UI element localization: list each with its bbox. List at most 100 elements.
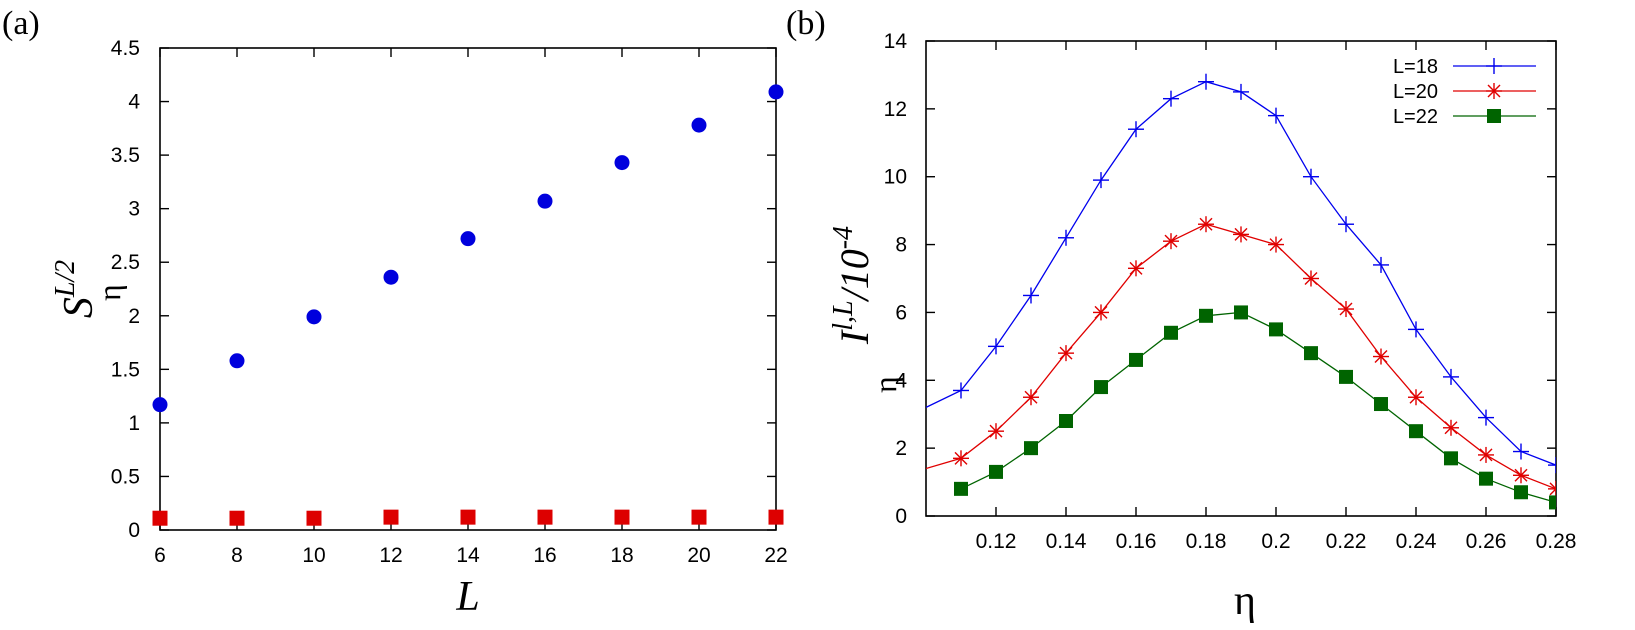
series-marker-l-22 <box>1514 485 1528 500</box>
panel-a-point-circle <box>306 309 322 325</box>
series-marker-l-18 <box>1338 216 1354 233</box>
panel-b-y-tick-label: 10 <box>884 166 907 189</box>
series-line-l-22 <box>960 311 1556 504</box>
panel-a-point-circle <box>460 231 476 247</box>
panel-b-y-label-subscript: η <box>867 376 903 393</box>
series-marker-l-22 <box>1059 414 1073 428</box>
panel-b-x-tick-label: 0.16 <box>1116 530 1157 553</box>
panel-b-x-tick-label: 0.18 <box>1186 530 1227 553</box>
svg-text:Il,L/10-4: Il,L/10-4 <box>828 226 877 345</box>
panel-b-legend: L=18 L=20 L=22 <box>1393 56 1536 128</box>
panel-a-point-square <box>614 509 630 525</box>
series-marker-l-20 <box>1548 480 1556 497</box>
series-marker-l-18 <box>1163 90 1179 107</box>
series-marker-l-20 <box>1093 304 1109 321</box>
panel-b-x-tick-label: 0.28 <box>1536 530 1577 553</box>
panel-a-point-circle <box>152 397 168 413</box>
series-marker-l-22 <box>1129 352 1143 367</box>
series-marker-l-20 <box>1163 233 1179 250</box>
series-marker-l-18 <box>1373 256 1389 273</box>
panel-b-frame <box>925 40 1557 517</box>
panel-a-point-square <box>460 509 476 525</box>
panel-b-ticks: 0.12 0.14 0.16 0.18 0.2 0.22 0.24 0.26 0.28 0 2 4 6 8… <box>884 30 1577 553</box>
panel-a-x-tick-label: 18 <box>610 544 633 567</box>
panel-a-y-label-superscript: L/2 <box>50 260 81 298</box>
series-marker-l-18 <box>1303 168 1319 185</box>
series-marker-l-18 <box>953 382 969 399</box>
panel-a-x-tick-label: 20 <box>687 544 710 567</box>
panel-b-y-tick-label: 14 <box>884 30 908 53</box>
series-marker-l-18 <box>1513 443 1529 460</box>
legend-marker <box>1486 83 1502 99</box>
panel-b-x-tick-label: 0.24 <box>1396 530 1437 553</box>
panel-b-y-label-suffix: /10 <box>832 249 877 302</box>
panel-a-x-tick-label: 8 <box>231 544 243 567</box>
panel-a-point-square <box>691 509 707 525</box>
series-marker-l-22 <box>989 464 1003 479</box>
series-marker-l-22 <box>1444 451 1458 466</box>
series-marker-l-22 <box>1304 346 1318 361</box>
panel-a-y-tick-label: 0 <box>128 519 140 542</box>
series-marker-l-22 <box>1374 397 1388 412</box>
panel-a-y-tick-label: 4 <box>128 91 140 114</box>
panel-a-x-tick-label: 6 <box>154 544 166 567</box>
panel-a-point-circle <box>537 193 553 209</box>
panel-b-y-label-suffix-exp: -4 <box>828 226 859 249</box>
series-marker-l-20 <box>1338 301 1354 318</box>
legend-marker <box>1486 58 1502 74</box>
panel-a-point-circle <box>383 269 399 285</box>
series-marker-l-20 <box>1443 419 1459 436</box>
panel-b-marks <box>926 73 1556 510</box>
svg-text:SL/2: SL/2 <box>50 260 102 318</box>
panel-a-y-tick-label: 3 <box>128 198 140 221</box>
panel-a-y-tick-label: 3.5 <box>111 144 140 167</box>
series-marker-l-18 <box>1548 457 1556 474</box>
panel-a-x-tick-label: 10 <box>302 544 325 567</box>
panel-a-point-square <box>537 509 553 525</box>
panel-b-x-tick-label: 0.26 <box>1466 530 1507 553</box>
series-marker-l-20 <box>1058 345 1074 362</box>
series-marker-l-18 <box>1128 121 1144 138</box>
series-marker-l-22 <box>1409 424 1423 439</box>
panel-a-point-square <box>306 510 322 526</box>
panel-b-x-tick-label: 0.12 <box>976 530 1017 553</box>
panel-a-point-square <box>152 510 168 526</box>
panel-a-point-circle <box>229 353 245 369</box>
panel-b-y-tick-label: 2 <box>895 437 907 460</box>
series-marker-l-18 <box>1268 107 1284 124</box>
series-marker-l-20 <box>1373 348 1389 365</box>
series-marker-l-22 <box>1234 305 1248 320</box>
panel-a-y-tick-label: 2 <box>128 305 140 328</box>
panel-a-y-axis-label: SL/2 η <box>50 260 127 318</box>
series-marker-l-18 <box>1058 229 1074 246</box>
series-marker-l-22 <box>1269 322 1283 337</box>
panel-a-y-label-base: S <box>56 297 102 318</box>
panel-a-point-square <box>229 510 245 526</box>
panel-a-point-circle <box>614 155 630 171</box>
panel-a-x-axis-label: L <box>455 574 479 620</box>
panel-a-marks <box>152 84 784 526</box>
panel-b-x-axis-label: η <box>1234 578 1256 624</box>
panel-b-x-tick-label: 0.14 <box>1046 530 1087 553</box>
legend-label: L=20 <box>1393 81 1438 103</box>
series-line-l-20 <box>926 223 1556 490</box>
series-marker-l-20 <box>1233 226 1249 243</box>
legend-label: L=22 <box>1393 106 1438 128</box>
series-marker-l-22 <box>1164 325 1178 340</box>
panel-a-point-circle <box>691 117 707 133</box>
series-marker-l-20 <box>1198 216 1214 233</box>
panel-a-x-tick-label: 14 <box>456 544 480 567</box>
series-marker-l-18 <box>1233 83 1249 100</box>
panel-a-y-label-subscript: η <box>91 284 127 301</box>
series-marker-l-18 <box>988 338 1004 355</box>
series-line-l-18 <box>926 81 1556 466</box>
panel-b-label: (b) <box>786 5 826 42</box>
series-marker-l-22 <box>1199 308 1213 323</box>
panel-b-y-tick-label: 0 <box>895 505 907 528</box>
series-marker-l-18 <box>1023 287 1039 304</box>
panel-a-ticks: 6 8 10 12 14 16 18 20 22 0 0.5 1 1.5 2 2.5 3 3.5 4 4.5 <box>111 37 788 567</box>
panel-b-y-label-base: I <box>832 329 877 345</box>
series-marker-l-18 <box>1093 172 1109 189</box>
series-marker-l-20 <box>953 450 969 467</box>
